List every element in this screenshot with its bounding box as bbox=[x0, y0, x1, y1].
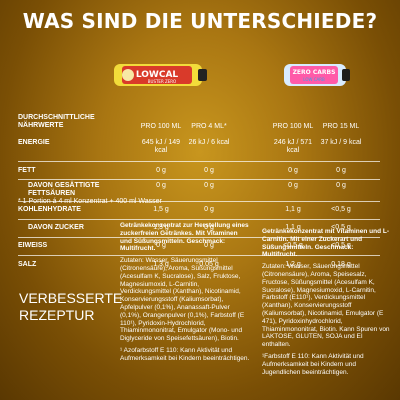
ingredients-zerocarbs: Getränkekonzentrat mit Vitaminen und L-C… bbox=[262, 228, 390, 380]
row-label: ENERGIE bbox=[18, 139, 50, 146]
ingredients-lowcal: Getränkekonzentrat zur Herstellung eines… bbox=[120, 222, 250, 367]
table-cell: 0 g bbox=[204, 167, 214, 174]
ingredients-note: ¹Farbstoff E 110: Kann Aktivität und Auf… bbox=[262, 352, 364, 376]
table-cell: 0 g bbox=[156, 167, 166, 174]
ingredients-note: ¹ Azofarbstoff E 110: Kann Aktivität und… bbox=[120, 346, 250, 362]
portion-footnote: * 1 Portion á 4 ml Konzentrat + 400 ml W… bbox=[18, 198, 162, 205]
table-cell: 0 g bbox=[156, 242, 166, 249]
lowcal-bottle-label: LOWCAL bbox=[136, 70, 179, 80]
table-cell: 1,3 g bbox=[153, 224, 169, 231]
ingredients-body: Zutaten: Wasser, Säuerungsmittel (Citron… bbox=[120, 257, 245, 343]
table-row: KOHLENHYDRATE 1,5 g 0 g 1,1 g <0,5 g bbox=[18, 201, 380, 220]
table-cell: 37 kJ / 9 kcal bbox=[320, 139, 362, 146]
table-cell: 1,3 g bbox=[153, 261, 169, 268]
table-row: FETT 0 g 0 g 0 g 0 g bbox=[18, 161, 380, 180]
ingredients-intro: Getränkekonzentrat zur Herstellung eines… bbox=[120, 222, 249, 253]
table-cell: 1,5 g bbox=[153, 206, 169, 213]
ingredients-intro: Getränkekonzentrat mit Vitaminen und L-C… bbox=[262, 228, 390, 259]
table-cell: 0 g bbox=[288, 182, 298, 189]
zerocarbs-bottle-label: ZERO CARBS bbox=[293, 69, 336, 76]
ingredients-body: Zutaten: Wasser, Säuerungsmittel (Citron… bbox=[262, 263, 390, 349]
table-row: DAVON GESÄTTIGTE FETTSÄUREN 0 g 0 g 0 g … bbox=[18, 179, 380, 202]
table-cell: 0 g bbox=[336, 167, 346, 174]
table-cell: 1,1 g bbox=[285, 206, 301, 213]
table-cell: 0 g bbox=[204, 182, 214, 189]
table-cell: 1,2 g bbox=[285, 261, 301, 268]
table-cell: 0,05 g bbox=[199, 261, 219, 268]
table-cell: 0 g bbox=[204, 206, 214, 213]
row-label: DAVON GESÄTTIGTE FETTSÄUREN bbox=[28, 182, 100, 197]
table-cell: 0 g bbox=[288, 167, 298, 174]
table-cell: 246 kJ / 571 kcal bbox=[273, 139, 313, 154]
row-label: KOHLENHYDRATE bbox=[18, 206, 81, 213]
row-label: FETT bbox=[18, 167, 36, 174]
column-header: PRO 4 ML* bbox=[191, 123, 227, 130]
row-label: SALZ bbox=[18, 261, 37, 268]
table-cell: <0,5 g bbox=[283, 242, 303, 249]
table-cell: <0,5 g bbox=[331, 206, 351, 213]
table-cell: 0 g bbox=[156, 182, 166, 189]
table-cell: 645 kJ / 149 kcal bbox=[141, 139, 181, 154]
table-cell: <0,5 g bbox=[331, 242, 351, 249]
table-row: DAVON ZUCKER 1,3 g 0 g 1,1 g <0,5 g bbox=[18, 219, 380, 238]
table-cell: 0,18 g bbox=[331, 261, 351, 268]
improved-recipe-heading: VERBESSERTE REZEPTUR bbox=[19, 290, 123, 323]
table-header-label: DURCHSCHNITTLICHE NÄHRWERTE bbox=[18, 114, 95, 129]
table-cell: 26 kJ / 6 kcal bbox=[188, 139, 230, 146]
row-label: EIWEISS bbox=[18, 242, 48, 249]
table-cell: 0 g bbox=[204, 224, 214, 231]
table-row: EIWEISS 0 g 0 g <0,5 g <0,5 g bbox=[18, 237, 380, 256]
table-cell: 0 g bbox=[204, 242, 214, 249]
page-title: WAS SIND DIE UNTERSCHIEDE? bbox=[22, 9, 378, 33]
lowcal-bottle-image: LOWCAL BUSTER ZERO bbox=[114, 64, 207, 86]
column-header: PRO 100 ML bbox=[140, 123, 182, 130]
table-row: ENERGIE 645 kJ / 149 kcal 26 kJ / 6 kcal… bbox=[18, 137, 380, 162]
column-header: PRO 15 ML bbox=[322, 123, 360, 130]
column-header: PRO 100 ML bbox=[272, 123, 314, 130]
row-label: DAVON ZUCKER bbox=[28, 224, 84, 231]
table-cell: 1,1 g bbox=[285, 224, 301, 231]
table-cell: 0 g bbox=[336, 182, 346, 189]
table-cell: <0,5 g bbox=[331, 224, 351, 231]
lowcal-bottle-subtitle: BUSTER ZERO bbox=[148, 79, 176, 84]
zerocarbs-bottle-subtitle: LOW CARB bbox=[303, 77, 325, 82]
zerocarbs-bottle-image: ZERO CARBS LOW CARB bbox=[284, 64, 350, 86]
table-row: SALZ 1,3 g 0,05 g 1,2 g 0,18 g bbox=[18, 255, 380, 273]
